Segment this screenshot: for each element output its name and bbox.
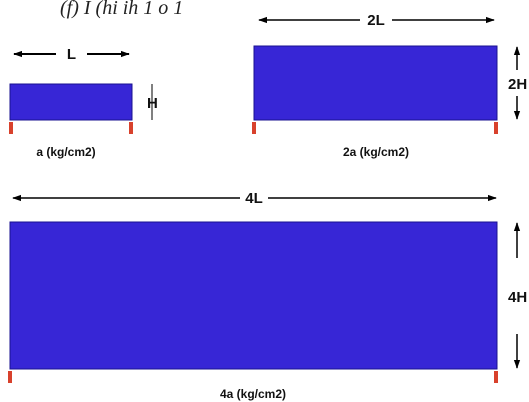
medium-length-label: 2L <box>367 12 385 29</box>
large-length-label: 4L <box>245 190 263 207</box>
large-beam-left-support <box>8 371 12 383</box>
large-load-caption: 4a (kg/cm2) <box>220 387 286 401</box>
small-length-label: L <box>67 46 76 63</box>
small-load-caption: a (kg/cm2) <box>36 145 95 159</box>
small-beam-group: L H a (kg/cm2) <box>9 46 158 159</box>
medium-beam-right-support <box>494 122 498 134</box>
large-height-label: 4H <box>508 289 527 306</box>
small-beam-right-support <box>129 122 133 134</box>
large-beam-group: 4L 4H 4a (kg/cm2) <box>8 190 527 401</box>
small-height-label: H <box>147 95 158 112</box>
small-beam-left-support <box>9 122 13 134</box>
medium-beam-left-support <box>252 122 256 134</box>
medium-height-label: 2H <box>508 76 527 93</box>
medium-beam-group: 2L 2H 2a (kg/cm2) <box>252 12 527 159</box>
small-beam <box>9 83 133 121</box>
large-beam-right-support <box>494 371 498 383</box>
cropped-top-formula: (f) I (hi ih 1 o 1 <box>60 0 183 19</box>
large-beam <box>9 221 498 370</box>
medium-load-caption: 2a (kg/cm2) <box>343 145 409 159</box>
medium-beam <box>253 45 498 121</box>
